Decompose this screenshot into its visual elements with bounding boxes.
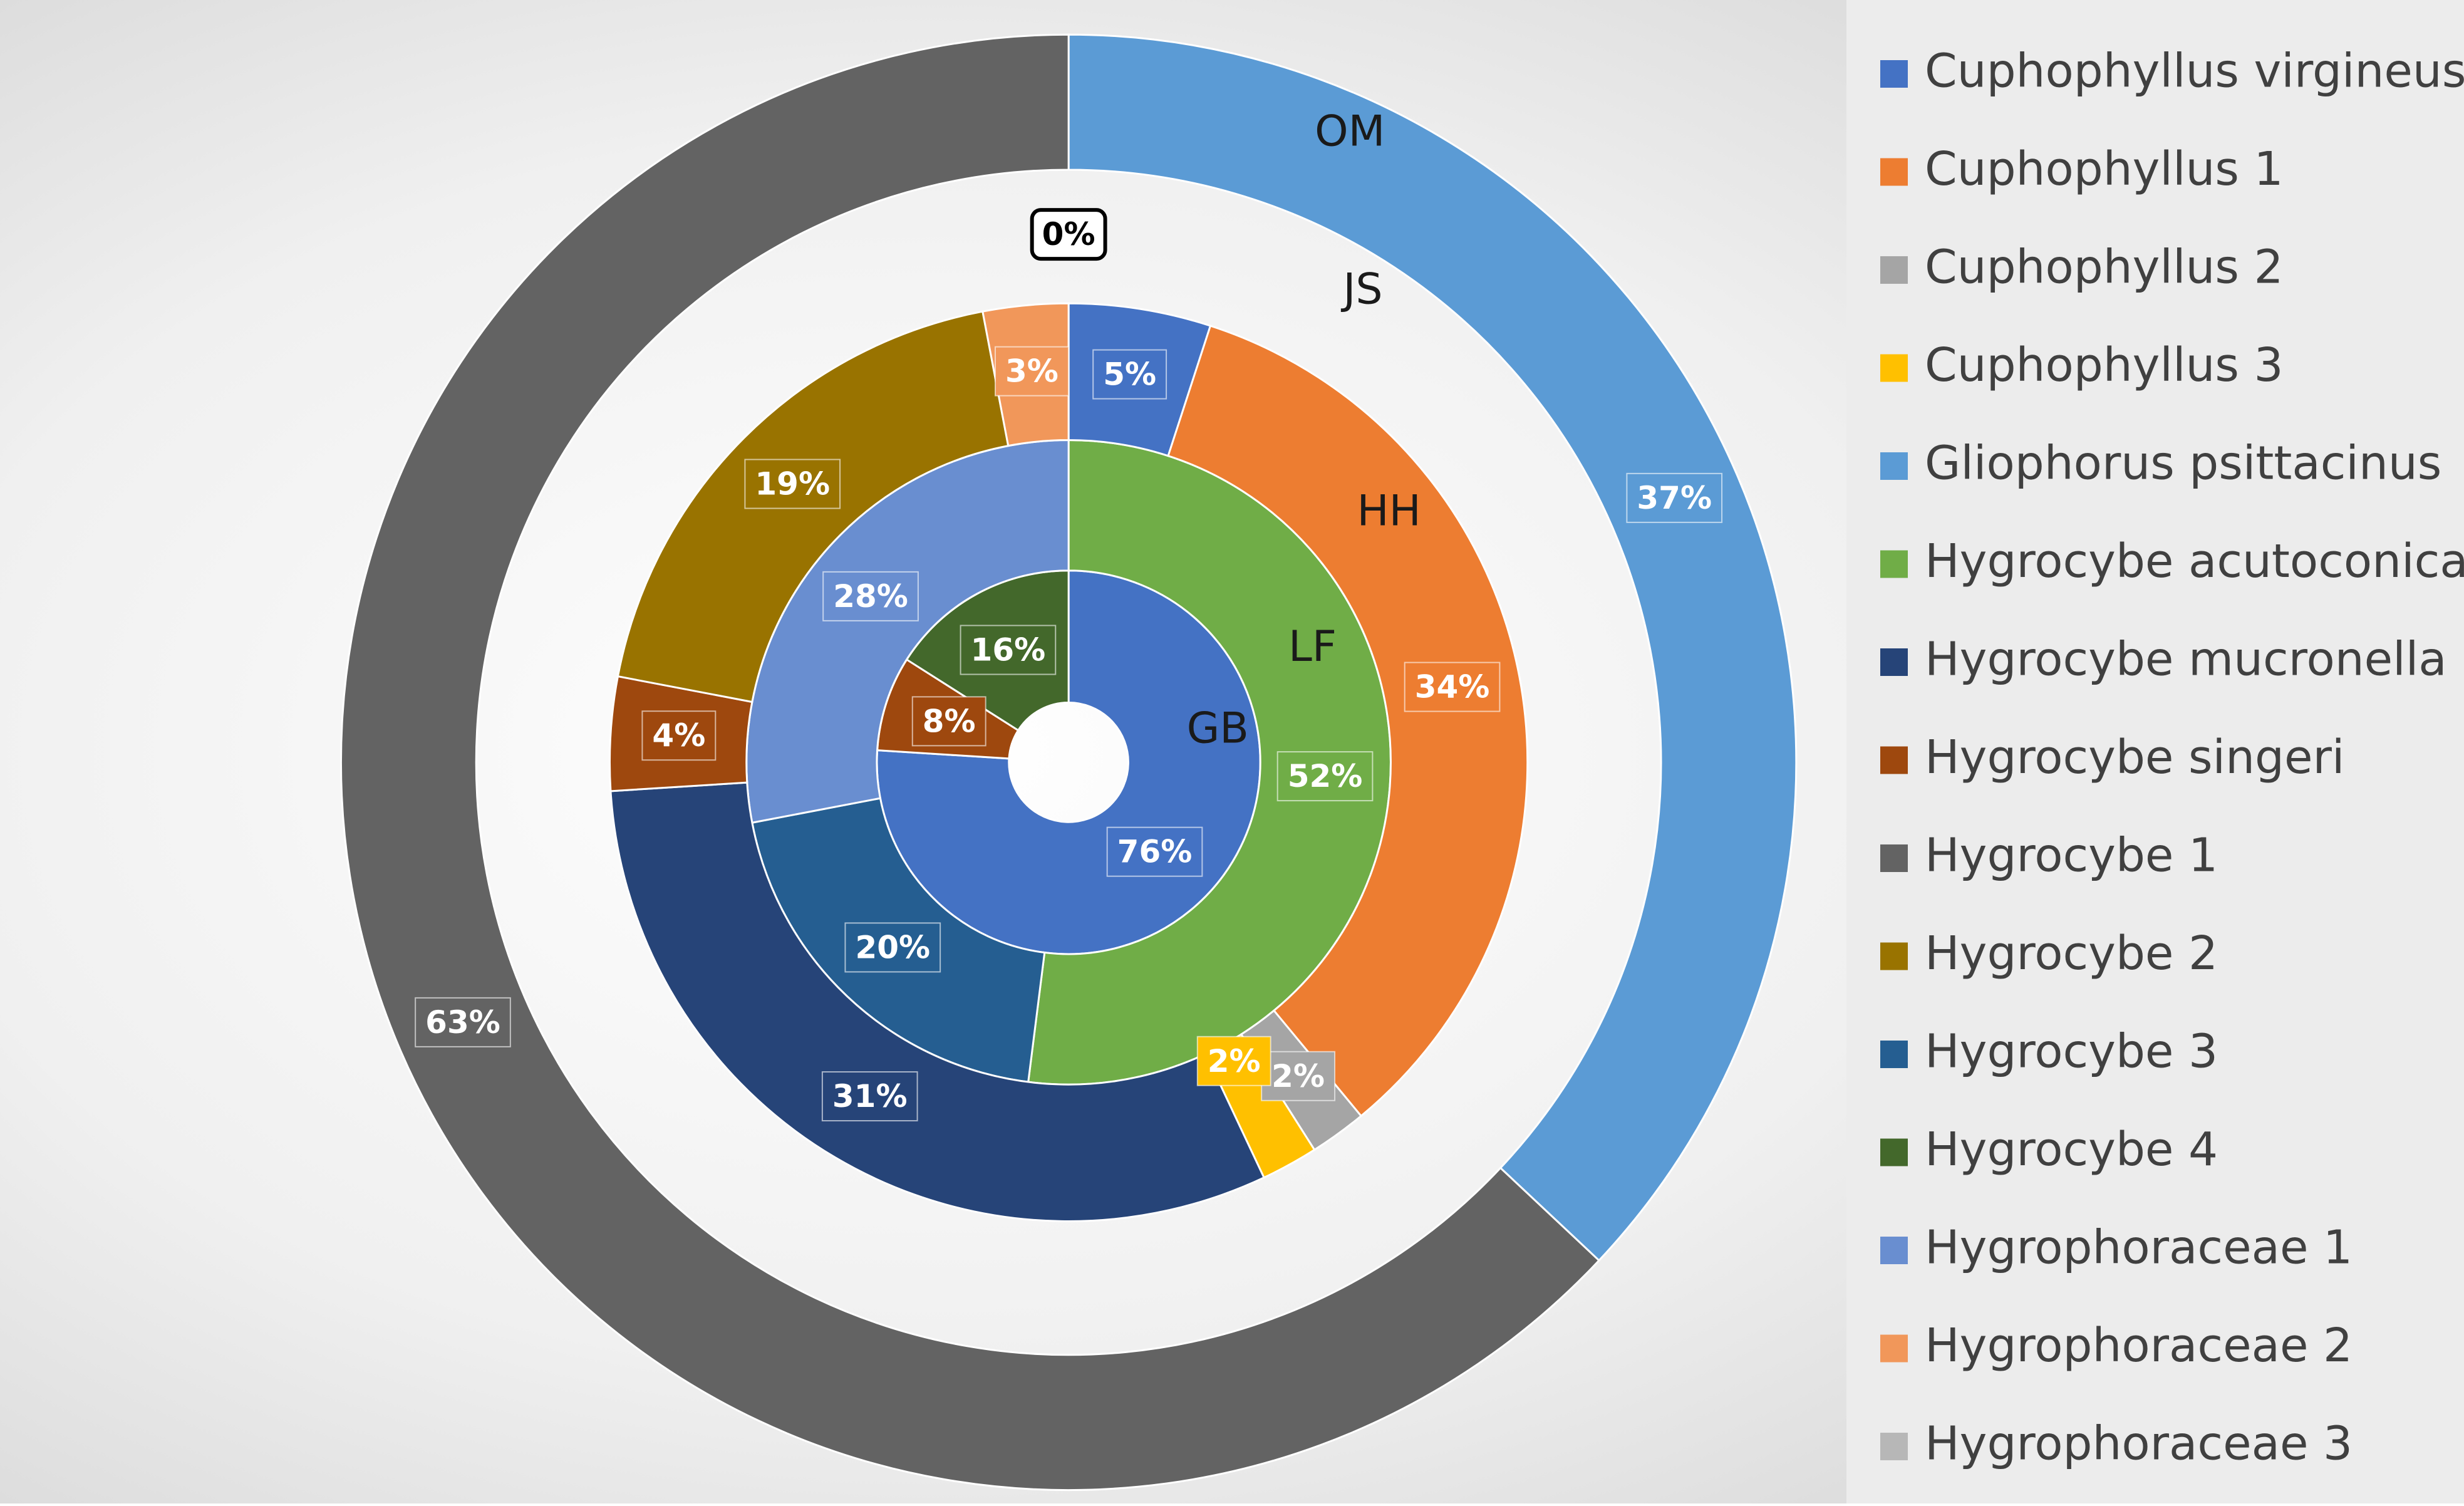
legend-swatch — [1880, 452, 1908, 480]
legend-swatch — [1880, 1138, 1908, 1166]
legend-label: Cuphophyllus 3 — [1925, 338, 2284, 392]
data-label-box — [415, 997, 511, 1047]
ring-segment — [609, 781, 1266, 1222]
data-label-box — [744, 459, 841, 509]
data-label: 20% — [844, 922, 941, 973]
legend-label: Cuphophyllus 2 — [1925, 241, 2284, 294]
data-label-text: 3% — [1005, 353, 1059, 390]
legend-swatch — [1880, 648, 1908, 676]
data-label: 34% — [1404, 662, 1501, 712]
data-label-box — [1404, 662, 1501, 712]
ring-name: JS — [1340, 265, 1382, 314]
data-label-text: 0% — [1042, 216, 1095, 252]
legend-swatch — [1880, 550, 1908, 578]
data-label-text: 2% — [1208, 1043, 1261, 1079]
data-label-text: 5% — [1103, 356, 1156, 393]
legend-swatch — [1880, 354, 1908, 382]
data-label: 28% — [822, 571, 919, 621]
data-label: 16% — [960, 625, 1057, 675]
data-label-text: 20% — [855, 929, 930, 965]
data-label-text: 28% — [833, 578, 908, 615]
data-labels: GB LF HH JS OM 76% 8% 16% 52% 20% 28% 5% 34% 2% 2% 31% 4… — [415, 106, 1723, 1122]
legend-swatch — [1880, 1041, 1908, 1068]
ring-name: HH — [1357, 487, 1421, 536]
legend-panel — [1846, 0, 2464, 1503]
data-label-box — [1626, 472, 1723, 523]
legend-swatch — [1880, 746, 1908, 774]
data-label-box — [1261, 1051, 1336, 1101]
data-label: 4% — [641, 710, 717, 761]
data-label-box — [1030, 208, 1107, 261]
legend-swatch — [1880, 844, 1908, 872]
ring-segment — [1167, 325, 1529, 1118]
data-label-box — [1276, 751, 1374, 802]
data-label: 52% — [1276, 751, 1374, 802]
legend-label: Cuphophyllus 1 — [1925, 142, 2284, 196]
legend-swatch — [1880, 256, 1908, 284]
data-label-box — [1106, 826, 1203, 877]
data-label-text: 37% — [1637, 480, 1712, 516]
legend-label: Hygrophoraceae 1 — [1925, 1221, 2353, 1275]
data-label: 8% — [911, 696, 986, 747]
data-label-text: 31% — [832, 1078, 908, 1114]
legend-label: Hygrocybe acutoconica — [1925, 534, 2464, 588]
data-label-box — [1092, 349, 1167, 400]
legend-swatch — [1880, 1334, 1908, 1363]
legend-swatch — [1880, 1237, 1908, 1264]
data-label-box — [911, 696, 986, 747]
legend-swatch — [1880, 158, 1908, 186]
data-label-text: 76% — [1117, 834, 1193, 870]
legend-label: Gliophorus psittacinus — [1925, 437, 2441, 491]
legend-label: Hygrocybe 1 — [1925, 829, 2218, 883]
data-label: 0% — [1030, 208, 1107, 261]
data-label: 2% — [1261, 1051, 1336, 1101]
data-label: 63% — [415, 997, 511, 1047]
legend-label: Hygrocybe 2 — [1925, 927, 2218, 980]
data-label-box — [641, 710, 717, 761]
ring-name: GB — [1187, 704, 1249, 753]
legend-swatch — [1880, 60, 1908, 88]
data-label-box — [844, 922, 941, 973]
data-label-box — [1196, 1036, 1271, 1086]
legend-label: Hygrocybe 4 — [1925, 1123, 2218, 1176]
legend-label: Hygrophoraceae 3 — [1925, 1417, 2353, 1471]
data-label: 76% — [1106, 826, 1203, 877]
data-label-text: 4% — [652, 717, 705, 754]
data-label-text: 63% — [425, 1004, 500, 1041]
ring-segment — [339, 33, 1601, 1491]
data-label-text: 8% — [923, 703, 976, 739]
legend-label: Cuphophyllus virgineus — [1925, 44, 2464, 98]
data-label: 3% — [994, 346, 1069, 397]
data-label-text: 2% — [1271, 1058, 1325, 1094]
data-label-text: 52% — [1288, 758, 1363, 794]
ring-name: LF — [1288, 622, 1337, 672]
legend: Cuphophyllus virgineus Cuphophyllus 1 Cuph… — [1880, 44, 2464, 1471]
data-label-text: 16% — [971, 631, 1046, 668]
data-label-box — [994, 346, 1069, 397]
data-label-box — [822, 571, 919, 621]
data-label: 2% — [1196, 1036, 1271, 1086]
data-label-box — [960, 625, 1057, 675]
legend-label: Hygrocybe mucronella — [1925, 633, 2447, 687]
data-label: 19% — [744, 459, 841, 509]
data-label: 31% — [821, 1071, 918, 1122]
ring-segment — [1067, 33, 1798, 1262]
data-label-box — [821, 1071, 918, 1122]
legend-label: Hygrocybe 3 — [1925, 1025, 2218, 1079]
legend-swatch — [1880, 1433, 1908, 1460]
ring-name: OM — [1315, 106, 1385, 156]
data-label: 37% — [1626, 472, 1723, 523]
data-label-text: 34% — [1415, 669, 1490, 705]
data-label: 5% — [1092, 349, 1167, 400]
legend-label: Hygrophoraceae 2 — [1925, 1319, 2353, 1373]
legend-swatch — [1880, 942, 1908, 970]
data-label-text: 19% — [755, 465, 830, 502]
legend-label: Hygrocybe singeri — [1925, 730, 2344, 784]
